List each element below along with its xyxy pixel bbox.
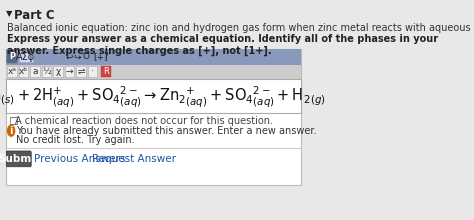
Bar [101, 66, 111, 77]
Text: →: → [66, 67, 73, 76]
Bar [7, 66, 17, 77]
Text: a: a [32, 67, 38, 76]
Text: P: P [9, 52, 16, 61]
Text: xᵃ: xᵃ [8, 67, 17, 76]
Text: Submit: Submit [0, 154, 40, 164]
Text: [+]: [+] [93, 52, 107, 61]
Text: Express your answer as a chemical equation. Identify all of the phases in your a: Express your answer as a chemical equati… [7, 34, 438, 56]
Text: Previous Answers: Previous Answers [34, 154, 126, 164]
Text: Balanced ionic equation: zinc ion and hydrogen gas form when zinc metal reacts w: Balanced ionic equation: zinc ion and hy… [7, 23, 474, 33]
FancyBboxPatch shape [6, 49, 301, 185]
Text: ▼: ▼ [6, 9, 12, 18]
Bar [19, 51, 33, 62]
Text: Request Answer: Request Answer [91, 154, 175, 164]
Text: i: i [9, 126, 13, 136]
Text: $\mathrm{Zn}_{(s)} + 2\mathrm{H}^{+}_{(aq)} + \mathrm{SO_4}^{2-}_{(aq)}\rightarr: $\mathrm{Zn}_{(s)} + 2\mathrm{H}^{+}_{(a… [0, 85, 326, 110]
Text: No credit lost. Try again.: No credit lost. Try again. [16, 135, 135, 145]
Bar [88, 66, 97, 77]
Bar [53, 66, 63, 77]
Text: ⇌: ⇌ [77, 67, 85, 76]
FancyBboxPatch shape [6, 151, 31, 167]
Text: ↩: ↩ [66, 52, 73, 61]
Text: χ: χ [55, 67, 61, 76]
Text: O: O [82, 52, 90, 61]
Bar [76, 66, 86, 77]
Bar [42, 66, 51, 77]
Text: A chemical reaction does not occur for this question.: A chemical reaction does not occur for t… [15, 116, 273, 126]
Bar [19, 66, 28, 77]
Bar [65, 66, 74, 77]
Text: xᵇ: xᵇ [19, 67, 28, 76]
Text: ↪: ↪ [73, 52, 81, 61]
Text: Part C: Part C [14, 9, 55, 22]
Text: ½: ½ [42, 67, 51, 76]
Bar [7, 50, 18, 63]
Text: ·: · [91, 67, 94, 76]
Circle shape [8, 125, 15, 136]
Bar [6, 49, 301, 65]
Bar [30, 66, 40, 77]
Bar [6, 79, 301, 113]
Text: R: R [103, 67, 109, 76]
Text: □: □ [9, 116, 18, 126]
Text: AΣϕ: AΣϕ [16, 52, 36, 62]
Text: ?: ? [103, 52, 108, 61]
Text: You have already submitted this answer. Enter a new answer.: You have already submitted this answer. … [16, 126, 317, 136]
Bar [6, 65, 301, 79]
